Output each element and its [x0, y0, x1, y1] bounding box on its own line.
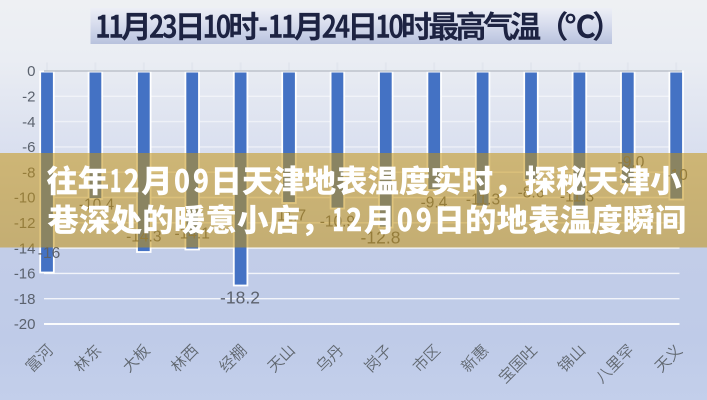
svg-text:-2: -2 — [22, 89, 35, 106]
svg-text:-16: -16 — [14, 266, 36, 283]
svg-text:-6: -6 — [22, 139, 35, 156]
svg-text:-20: -20 — [14, 316, 36, 333]
svg-text:-16: -16 — [38, 245, 60, 262]
svg-text:-18.2: -18.2 — [220, 287, 260, 307]
svg-text:-4: -4 — [22, 114, 35, 131]
svg-text:0: 0 — [27, 63, 35, 80]
svg-text:-18: -18 — [14, 291, 36, 308]
